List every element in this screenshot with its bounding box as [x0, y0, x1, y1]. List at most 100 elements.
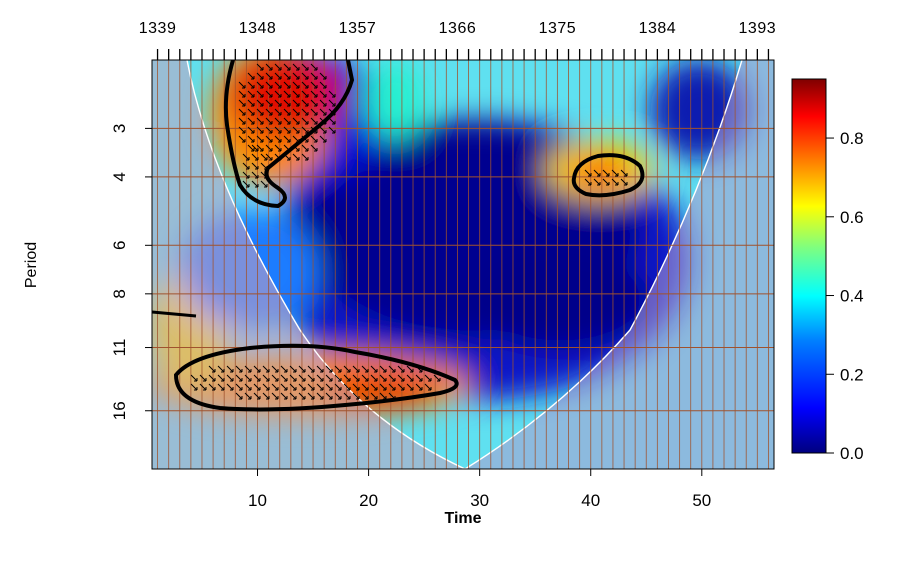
- phase-arrow: [265, 144, 273, 152]
- phase-arrow: [283, 108, 291, 116]
- phase-arrow: [280, 374, 288, 382]
- phase-arrow: [289, 383, 297, 391]
- phase-arrow: [310, 81, 318, 89]
- x-tick-label: 40: [581, 491, 600, 510]
- phase-arrow: [283, 144, 291, 152]
- phase-arrow: [244, 383, 252, 391]
- phase-arrow: [274, 135, 282, 143]
- phase-arrow: [283, 72, 291, 80]
- phase-arrow: [301, 153, 309, 161]
- phase-arrow: [301, 63, 309, 71]
- phase-arrow: [226, 374, 234, 382]
- phase-arrow: [316, 374, 324, 382]
- phase-arrow: [298, 374, 306, 382]
- phase-arrow: [319, 72, 327, 80]
- phase-arrow: [247, 81, 255, 89]
- phase-arrow: [271, 383, 279, 391]
- phase-arrow: [226, 383, 234, 391]
- phase-arrow: [217, 383, 225, 391]
- phase-arrow: [238, 126, 246, 134]
- phase-arrow: [235, 392, 243, 400]
- phase-arrow: [262, 365, 270, 373]
- phase-arrow: [238, 99, 246, 107]
- phase-arrow: [265, 63, 273, 71]
- phase-arrow: [316, 383, 324, 391]
- phase-arrow: [244, 374, 252, 382]
- phase-arrow: [242, 180, 250, 188]
- phase-arrow: [310, 108, 318, 116]
- phase-arrow: [307, 392, 315, 400]
- phase-arrow: [256, 72, 264, 80]
- phase-arrow: [310, 90, 318, 98]
- phase-arrow: [328, 126, 336, 134]
- phase-arrow: [361, 374, 369, 382]
- x-tick-label: 20: [359, 491, 378, 510]
- phase-arrow: [260, 180, 268, 188]
- top-axis-label: 1348: [239, 20, 277, 37]
- phase-arrow: [256, 144, 264, 152]
- phase-arrow: [190, 374, 198, 382]
- colorbar-tick-label: 0.2: [840, 365, 864, 384]
- phase-arrow: [379, 392, 387, 400]
- phase-arrow: [253, 365, 261, 373]
- phase-arrow: [310, 63, 318, 71]
- phase-arrow: [298, 392, 306, 400]
- colorbar-tick-label: 0.8: [840, 129, 864, 148]
- phase-arrow: [310, 99, 318, 107]
- phase-arrow: [292, 153, 300, 161]
- contour-left-edge: [152, 310, 197, 318]
- phase-arrow: [247, 90, 255, 98]
- phase-arrow: [433, 374, 441, 382]
- contour-lower-band: [173, 343, 459, 412]
- phase-arrow: [388, 392, 396, 400]
- phase-arrow: [274, 63, 282, 71]
- phase-arrow: [274, 90, 282, 98]
- phase-arrow: [208, 374, 216, 382]
- phase-arrow: [251, 153, 259, 161]
- phase-arrow: [415, 365, 423, 373]
- phase-arrow: [310, 135, 318, 143]
- phase-arrow: [397, 365, 405, 373]
- phase-arrow: [265, 117, 273, 125]
- phase-arrow: [262, 374, 270, 382]
- phase-arrow: [370, 392, 378, 400]
- phase-arrow: [611, 178, 619, 186]
- y-tick-label: 6: [110, 241, 129, 250]
- colorbar-tick-label: 0.6: [840, 208, 864, 227]
- phase-arrow: [217, 365, 225, 373]
- phase-arrow: [247, 144, 255, 152]
- phase-arrow: [208, 383, 216, 391]
- phase-arrow: [584, 178, 592, 186]
- phase-arrow: [319, 126, 327, 134]
- phase-arrow: [283, 135, 291, 143]
- phase-arrows: [190, 63, 628, 400]
- phase-arrow: [316, 392, 324, 400]
- phase-arrow: [283, 63, 291, 71]
- phase-arrow: [292, 117, 300, 125]
- phase-arrow: [289, 392, 297, 400]
- phase-arrow: [247, 117, 255, 125]
- phase-arrow: [260, 153, 268, 161]
- contour-upper-right: [571, 153, 645, 198]
- y-tick-label: 4: [110, 172, 129, 181]
- phase-arrow: [316, 365, 324, 373]
- phase-arrow: [319, 90, 327, 98]
- phase-arrow: [352, 392, 360, 400]
- phase-arrow: [415, 374, 423, 382]
- phase-arrow: [343, 383, 351, 391]
- phase-arrow: [256, 81, 264, 89]
- phase-arrow: [301, 144, 309, 152]
- phase-arrow: [352, 383, 360, 391]
- phase-arrow: [217, 374, 225, 382]
- top-axis-label: 1357: [339, 20, 377, 37]
- x-tick-label: 50: [692, 491, 711, 510]
- phase-arrow: [292, 63, 300, 71]
- phase-arrow: [292, 99, 300, 107]
- phase-arrow: [271, 365, 279, 373]
- phase-arrow: [208, 365, 216, 373]
- phase-arrow: [283, 99, 291, 107]
- phase-arrow: [593, 169, 601, 177]
- phase-arrow: [611, 169, 619, 177]
- phase-arrow: [242, 171, 250, 179]
